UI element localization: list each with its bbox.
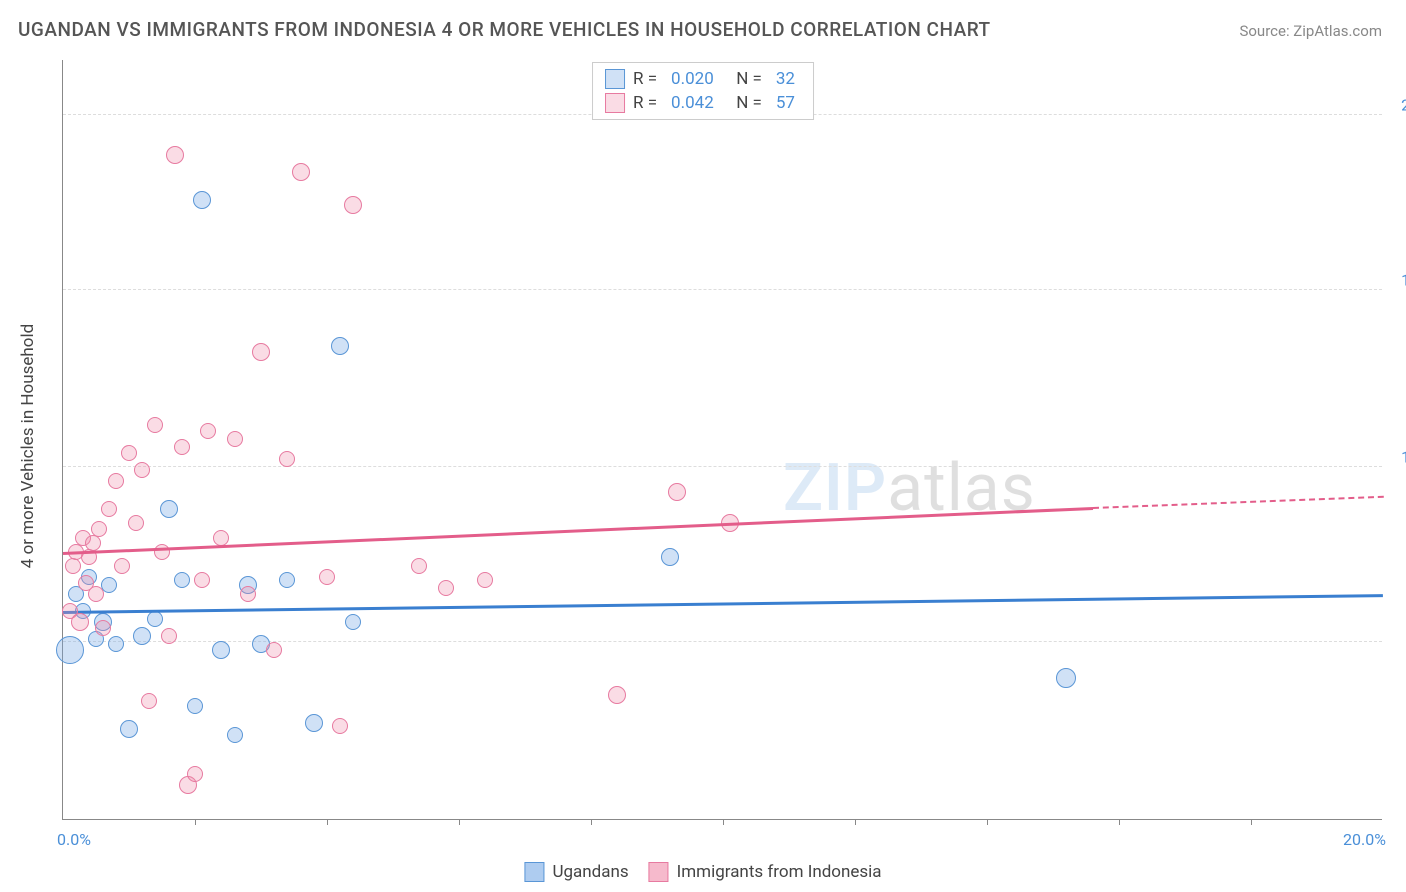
scatter-marker (114, 558, 130, 574)
legend-swatch (605, 93, 625, 113)
scatter-marker (174, 439, 190, 455)
x-minor-tick (1119, 819, 1120, 825)
scatter-marker (187, 766, 203, 782)
scatter-marker (305, 714, 323, 732)
scatter-marker (166, 146, 184, 164)
scatter-marker (141, 693, 157, 709)
scatter-marker (101, 501, 117, 517)
scatter-marker (344, 196, 362, 214)
scatter-marker (147, 611, 163, 627)
scatter-marker (266, 642, 282, 658)
scatter-marker (1056, 668, 1076, 688)
x-minor-tick (591, 819, 592, 825)
scatter-marker (108, 473, 124, 489)
legend-top-row: R = 0.020 N = 32 (605, 67, 801, 91)
source-label: Source: ZipAtlas.com (1239, 22, 1382, 40)
legend-bottom-item: Immigrants from Indonesia (649, 862, 882, 882)
scatter-marker (411, 558, 427, 574)
legend-bottom: Ugandans Immigrants from Indonesia (524, 862, 881, 882)
gridline (63, 466, 1382, 467)
scatter-marker (108, 636, 124, 652)
scatter-marker (160, 500, 178, 518)
scatter-marker (668, 483, 686, 501)
trend-line-dashed (1093, 496, 1383, 509)
legend-swatch (524, 862, 544, 882)
chart-title: UGANDAN VS IMMIGRANTS FROM INDONESIA 4 O… (18, 18, 991, 41)
scatter-marker (85, 535, 101, 551)
trend-line (63, 594, 1383, 613)
legend-top: R = 0.020 N = 32 R = 0.042 N = 57 (592, 62, 814, 120)
scatter-marker (240, 586, 256, 602)
legend-swatch (605, 69, 625, 89)
y-tick-label: 6.3% (1388, 622, 1406, 641)
y-tick-label: 25.0% (1388, 96, 1406, 115)
legend-r-value: 0.020 (671, 69, 714, 89)
scatter-marker (252, 343, 270, 361)
legend-r-label: R = (633, 93, 657, 113)
scatter-marker (121, 445, 137, 461)
scatter-marker (331, 337, 349, 355)
scatter-marker (161, 628, 177, 644)
legend-n-value: 32 (776, 69, 795, 89)
y-tick-label: 18.8% (1388, 270, 1406, 289)
scatter-marker (292, 163, 310, 181)
x-minor-tick (987, 819, 988, 825)
scatter-marker (319, 569, 335, 585)
scatter-marker (154, 544, 170, 560)
x-tick-label: 20.0% (1343, 830, 1386, 849)
scatter-marker (227, 431, 243, 447)
scatter-marker (194, 572, 210, 588)
x-tick-label: 0.0% (57, 830, 91, 849)
scatter-marker (193, 191, 211, 209)
scatter-marker (477, 572, 493, 588)
scatter-marker (120, 720, 138, 738)
scatter-marker (128, 515, 144, 531)
scatter-marker (88, 586, 104, 602)
scatter-marker (174, 572, 190, 588)
y-axis-label: 4 or more Vehicles in Household (18, 324, 38, 568)
legend-n-label: N = (728, 69, 762, 89)
scatter-marker (187, 698, 203, 714)
x-minor-tick (327, 819, 328, 825)
legend-r-label: R = (633, 69, 657, 89)
scatter-marker (227, 727, 243, 743)
legend-n-label: N = (728, 93, 762, 113)
legend-top-row: R = 0.042 N = 57 (605, 91, 801, 115)
scatter-marker (345, 614, 361, 630)
scatter-marker (134, 462, 150, 478)
scatter-marker (438, 580, 454, 596)
scatter-marker (279, 572, 295, 588)
scatter-marker (91, 521, 107, 537)
scatter-marker (213, 530, 229, 546)
scatter-marker (212, 641, 230, 659)
x-minor-tick (459, 819, 460, 825)
x-minor-tick (855, 819, 856, 825)
legend-label: Ugandans (552, 862, 628, 882)
x-minor-tick (723, 819, 724, 825)
gridline (63, 289, 1382, 290)
scatter-marker (332, 718, 348, 734)
scatter-marker (608, 686, 626, 704)
plot-area: ZIPatlas 6.3%12.5%18.8%25.0%0.0%20.0% (62, 60, 1382, 820)
scatter-marker (661, 548, 679, 566)
scatter-marker (71, 613, 89, 631)
x-minor-tick (1251, 819, 1252, 825)
scatter-marker (95, 620, 111, 636)
scatter-marker (147, 417, 163, 433)
scatter-marker (65, 558, 81, 574)
x-minor-tick (195, 819, 196, 825)
scatter-marker (279, 451, 295, 467)
scatter-marker (133, 627, 151, 645)
scatter-marker (200, 423, 216, 439)
y-tick-label: 12.5% (1388, 448, 1406, 467)
legend-swatch (649, 862, 669, 882)
legend-label: Immigrants from Indonesia (677, 862, 882, 882)
scatter-marker (56, 636, 84, 664)
legend-r-value: 0.042 (671, 93, 714, 113)
legend-n-value: 57 (776, 93, 795, 113)
legend-bottom-item: Ugandans (524, 862, 628, 882)
